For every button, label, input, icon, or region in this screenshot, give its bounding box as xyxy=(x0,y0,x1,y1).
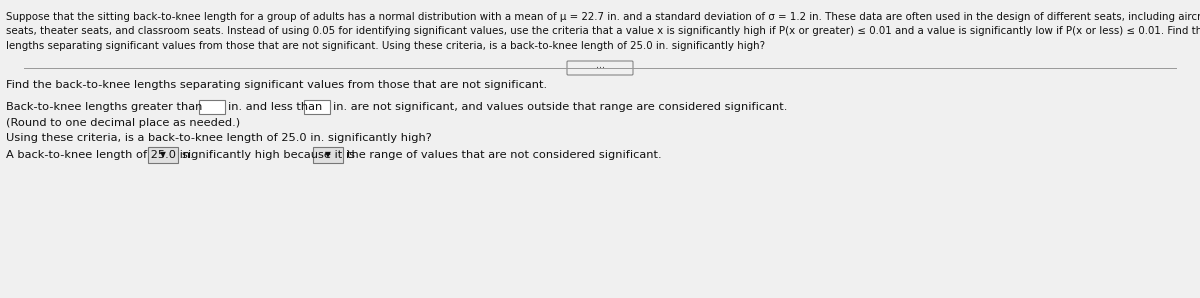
Text: Find the back-to-knee lengths separating significant values from those that are : Find the back-to-knee lengths separating… xyxy=(6,80,547,90)
Text: Using these criteria, is a back-to-knee length of 25.0 in. significantly high?: Using these criteria, is a back-to-knee … xyxy=(6,133,432,143)
Text: seats, theater seats, and classroom seats. Instead of using 0.05 for identifying: seats, theater seats, and classroom seat… xyxy=(6,27,1200,36)
Text: ▼: ▼ xyxy=(160,150,166,159)
Text: in. and less than: in. and less than xyxy=(228,102,323,112)
Text: A back-to-knee length of 25.0 in.: A back-to-knee length of 25.0 in. xyxy=(6,150,193,160)
FancyBboxPatch shape xyxy=(568,61,634,75)
FancyBboxPatch shape xyxy=(313,147,343,163)
Text: Suppose that the sitting back-to-knee length for a group of adults has a normal : Suppose that the sitting back-to-knee le… xyxy=(6,12,1200,22)
Text: ⋯: ⋯ xyxy=(595,63,605,72)
Text: Back-to-knee lengths greater than: Back-to-knee lengths greater than xyxy=(6,102,203,112)
Text: the range of values that are not considered significant.: the range of values that are not conside… xyxy=(347,150,661,160)
Text: significantly high because it is: significantly high because it is xyxy=(182,150,355,160)
FancyBboxPatch shape xyxy=(304,100,330,114)
FancyBboxPatch shape xyxy=(148,147,178,163)
Text: in. are not significant, and values outside that range are considered significan: in. are not significant, and values outs… xyxy=(334,102,787,112)
Text: ▼: ▼ xyxy=(325,150,331,159)
Text: (Round to one decimal place as needed.): (Round to one decimal place as needed.) xyxy=(6,118,240,128)
FancyBboxPatch shape xyxy=(199,100,226,114)
Text: lengths separating significant values from those that are not significant. Using: lengths separating significant values fr… xyxy=(6,41,766,51)
